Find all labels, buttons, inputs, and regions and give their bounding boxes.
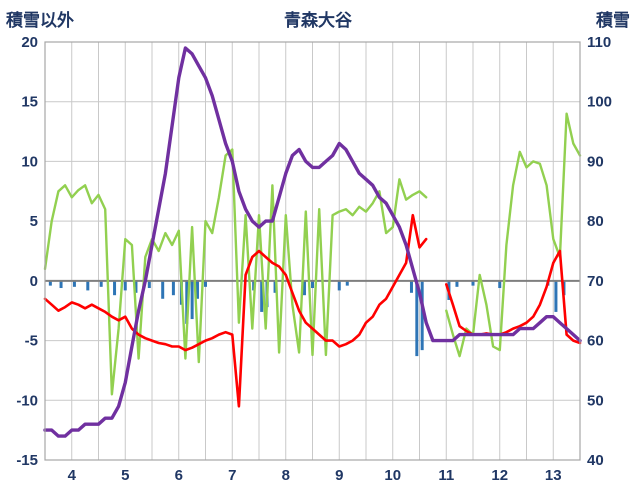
left-axis-tick-label: 15: [21, 94, 38, 111]
left-axis-tick-label: -5: [25, 333, 38, 350]
x-axis-tick-label: 8: [282, 467, 290, 484]
right-axis-tick-label: 60: [587, 333, 604, 350]
precipitation-bars: [113, 280, 117, 296]
x-axis-tick-label: 10: [384, 467, 401, 484]
left-axis-tick-label: -10: [16, 392, 38, 409]
precipitation-bars: [337, 280, 341, 291]
precipitation-bars: [455, 280, 459, 287]
snow-depth-line: [43, 46, 582, 438]
left-axis-tick-label: 10: [21, 153, 38, 170]
precipitation-bars: [498, 280, 502, 289]
left-axis-tick-label: 0: [30, 273, 38, 290]
precipitation-bars: [471, 280, 475, 286]
x-axis-tick-label: 11: [438, 467, 454, 484]
left-axis-title: 積雪以外: [6, 11, 74, 30]
x-axis-tick-label: 4: [68, 467, 77, 484]
precipitation-bars: [134, 280, 138, 293]
precipitation-bars: [190, 280, 194, 320]
right-axis-tick-label: 100: [587, 94, 612, 111]
x-axis-tick-label: 9: [335, 467, 343, 484]
precipitation-bars: [273, 280, 277, 293]
left-axis-tick-label: -15: [16, 452, 38, 469]
right-axis-tick-label: 70: [587, 273, 604, 290]
x-axis-tick-label: 12: [491, 467, 508, 484]
precipitation-bars: [302, 280, 306, 296]
chart-title: 青森大谷: [284, 11, 352, 30]
right-axis-tick-label: 80: [587, 213, 604, 230]
precipitation-bars: [260, 280, 264, 312]
x-axis-tick-label: 6: [175, 467, 183, 484]
precipitation-bars: [72, 280, 76, 287]
x-axis-tick-label: 7: [228, 467, 236, 484]
precipitation-bars: [161, 280, 165, 299]
green-series-line: [43, 112, 582, 396]
precipitation-bars: [86, 280, 90, 291]
right-axis-title: 積雪: [596, 11, 630, 30]
precipitation-bars: [554, 280, 558, 312]
x-axis-tick-label: 13: [545, 467, 562, 484]
precipitation-bars: [345, 280, 349, 286]
right-axis-tick-label: 110: [587, 34, 611, 51]
precipitation-bars: [48, 280, 52, 286]
precipitation-bars: [420, 280, 424, 351]
precipitation-bars: [147, 280, 151, 289]
x-axis-tick-label: 5: [121, 467, 129, 484]
precipitation-bars: [59, 280, 63, 289]
right-axis-tick-label: 50: [587, 392, 604, 409]
temperature-line: [43, 213, 582, 408]
precipitation-bars: [409, 280, 413, 293]
precipitation-bars: [99, 280, 103, 287]
right-axis-tick-label: 40: [587, 452, 604, 469]
precipitation-bars: [171, 280, 175, 296]
right-axis-tick-label: 90: [587, 153, 604, 170]
precipitation-bars: [195, 280, 199, 299]
left-axis-tick-label: 5: [30, 213, 38, 230]
plot-frame: [44, 41, 581, 461]
precipitation-bars: [415, 280, 419, 357]
precipitation-bars: [204, 280, 207, 287]
left-axis-tick-label: 20: [21, 34, 38, 51]
precipitation-bars: [185, 280, 189, 324]
precipitation-bars: [311, 280, 314, 289]
precipitation-bars: [123, 280, 127, 291]
